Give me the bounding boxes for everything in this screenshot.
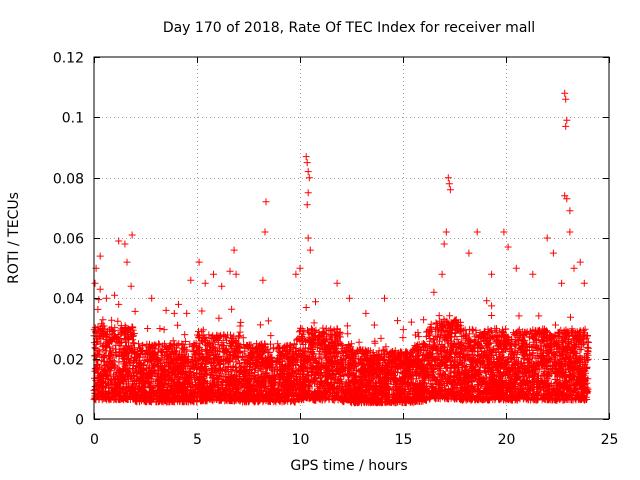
roti-point (580, 279, 588, 287)
roti-point (566, 207, 574, 215)
roti-point (504, 243, 512, 251)
roti-point (562, 95, 570, 103)
roti-point (259, 276, 267, 284)
roti-point (218, 282, 226, 290)
roti-point (444, 174, 452, 182)
y-tick-label: 0.1 (62, 111, 84, 127)
roti-point (561, 89, 569, 97)
roti-point (232, 270, 240, 278)
roti-point (563, 116, 571, 124)
roti-point (261, 228, 269, 236)
roti-point (91, 279, 99, 287)
x-tick-label: 15 (395, 432, 413, 448)
roti-point (333, 279, 341, 287)
roti-point (440, 240, 448, 248)
roti-point (473, 228, 481, 236)
roti-point (566, 228, 574, 236)
roti-point (442, 228, 450, 236)
roti-point (156, 325, 164, 332)
chart-title: Day 170 of 2018, Rate Of TEC Index for r… (163, 20, 535, 36)
roti-point (102, 294, 110, 302)
y-axis-label: ROTI / TECUs (6, 192, 22, 284)
roti-point (96, 252, 104, 260)
roti-point (201, 279, 209, 287)
roti-point (296, 264, 304, 272)
roti-point (210, 270, 217, 278)
roti-point (195, 258, 203, 266)
roti-point (563, 195, 571, 203)
roti-point (304, 189, 312, 197)
roti-point (148, 294, 156, 302)
roti-point (303, 159, 311, 167)
x-tick-label: 10 (292, 432, 310, 448)
roti-point (175, 300, 182, 308)
roti-point (128, 231, 136, 239)
roti-point (345, 294, 353, 302)
roti-point (500, 228, 508, 236)
y-tick-label: 0.08 (53, 172, 84, 188)
roti-point (121, 240, 129, 248)
roti-point (302, 153, 310, 161)
y-tick-label: 0.04 (53, 292, 84, 308)
x-tick-label: 5 (193, 432, 202, 448)
roti-point (111, 291, 119, 299)
roti-point (183, 309, 191, 317)
roti-point (543, 234, 551, 242)
roti-point (306, 246, 314, 254)
roti-point (115, 300, 123, 308)
roti-point (96, 285, 104, 293)
y-tick-label: 0 (75, 413, 84, 429)
roti-point (558, 279, 566, 287)
roti-point (162, 306, 170, 314)
roti-point (512, 264, 520, 272)
roti-point (362, 309, 370, 317)
roti-point (445, 180, 453, 188)
roti-point (305, 174, 313, 182)
roti-point (127, 282, 135, 290)
gridlines (94, 57, 609, 419)
roti-point (549, 249, 557, 257)
roti-point (170, 309, 178, 317)
roti-point (430, 288, 438, 296)
roti-point (226, 267, 234, 275)
x-axis-label: GPS time / hours (290, 458, 407, 474)
roti-point (562, 122, 570, 130)
roti-point (292, 270, 300, 278)
roti-point (230, 246, 238, 254)
roti-point (570, 264, 578, 272)
roti-point (144, 325, 152, 332)
roti-point (576, 258, 584, 266)
data-points (90, 89, 592, 407)
roti-point (438, 270, 446, 278)
x-tick-label: 25 (601, 432, 619, 448)
x-tick-label: 0 (90, 432, 99, 448)
roti-point (381, 294, 388, 302)
roti-point (123, 258, 131, 266)
roti-point (303, 201, 311, 209)
y-tick-label: 0.06 (53, 232, 84, 248)
roti-point (529, 270, 537, 278)
roti-point (262, 198, 270, 206)
roti-point (446, 186, 454, 194)
x-tick-label: 20 (498, 432, 516, 448)
roti-point (187, 276, 195, 284)
roti-point (465, 249, 473, 257)
roti-point (304, 168, 312, 176)
roti-point (304, 234, 312, 242)
roti-cloud (90, 296, 592, 407)
axis-ticks (94, 57, 610, 420)
roti-point (115, 237, 123, 245)
tick-labels: 0 0.02 0.04 0.06 0.08 0.1 0.12 0 5 10 15 20 25 (53, 51, 619, 449)
roti-point (488, 270, 496, 278)
y-tick-label: 0.02 (53, 353, 84, 369)
y-tick-label: 0.12 (53, 51, 84, 67)
